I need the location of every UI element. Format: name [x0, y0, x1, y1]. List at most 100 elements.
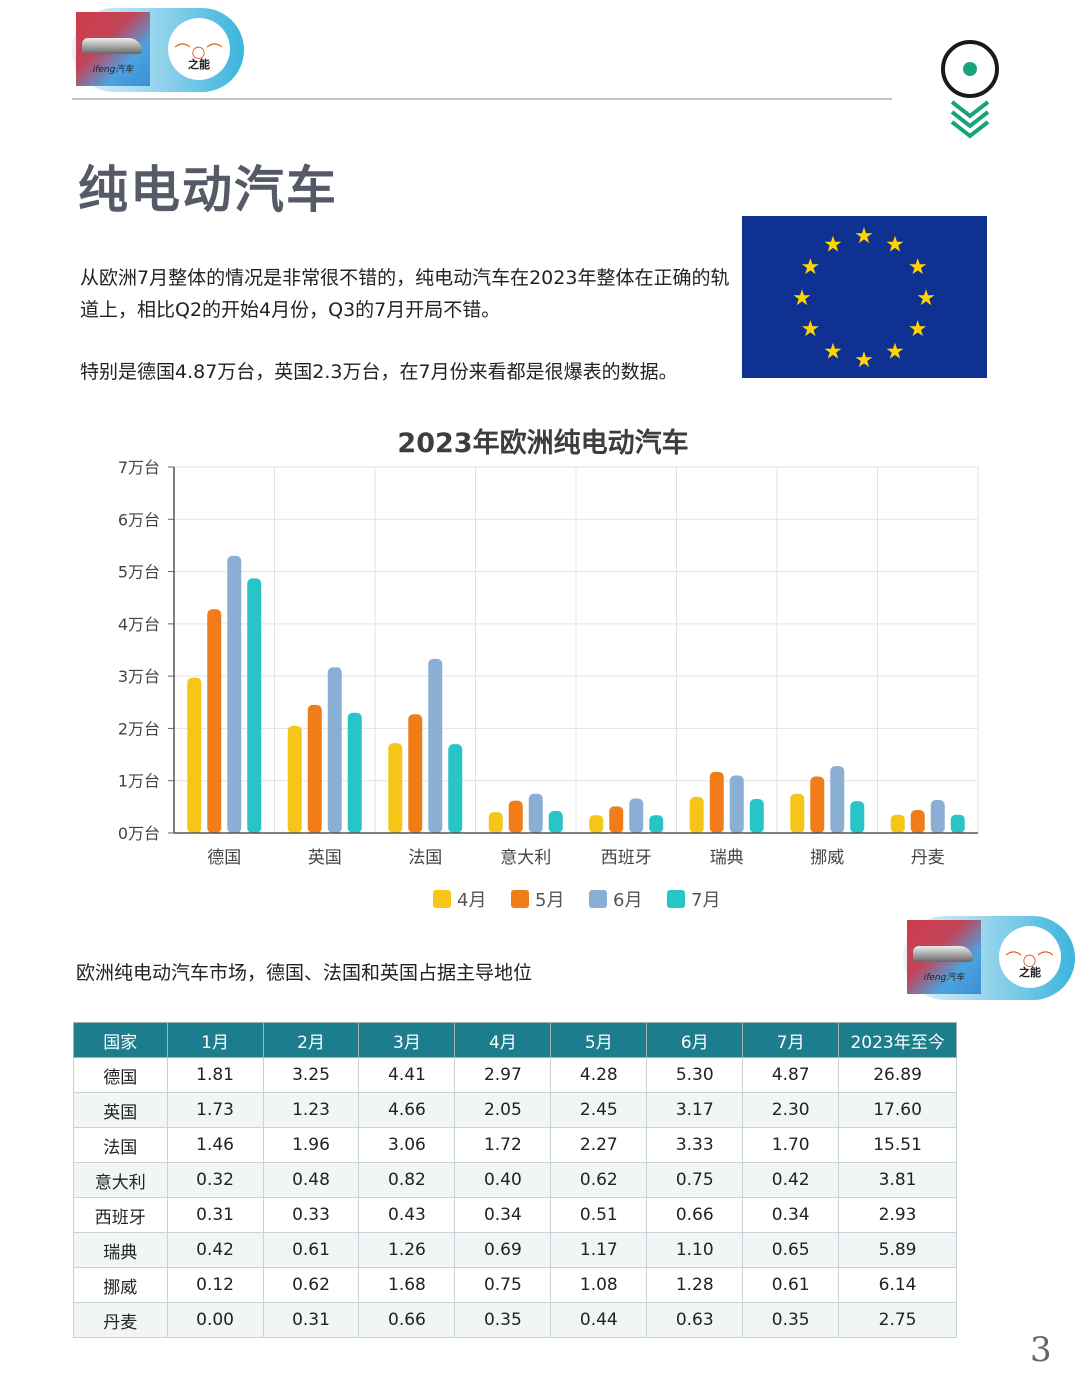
table-cell: 0.48 — [262, 1162, 360, 1198]
table-cell: 0.75 — [646, 1162, 744, 1198]
table-header-cell: 3月 — [358, 1022, 456, 1058]
table-cell: 0.43 — [358, 1197, 456, 1233]
partner-name: 之能 — [1019, 966, 1041, 979]
y-tick-label: 4万台 — [118, 615, 160, 634]
bar-德国-4月 — [187, 677, 202, 833]
table-cell: 2.93 — [838, 1197, 957, 1233]
bar-英国-4月 — [287, 725, 302, 833]
table-cell: 2.75 — [838, 1302, 957, 1338]
table-cell: 0.66 — [646, 1197, 744, 1233]
table-row: 挪威 0.12 0.62 1.68 0.75 1.08 1.28 0.61 6.14 — [73, 1267, 957, 1303]
bar-意大利-7月 — [548, 811, 563, 833]
table-cell: 0.33 — [262, 1197, 360, 1233]
legend-swatch — [589, 890, 607, 908]
legend-label: 5月 — [535, 890, 564, 911]
bar-意大利-4月 — [488, 812, 503, 833]
table-cell: 0.40 — [454, 1162, 552, 1198]
table-cell: 0.51 — [550, 1197, 648, 1233]
table-row: 法国 1.46 1.96 3.06 1.72 2.27 3.33 1.70 15.51 — [73, 1127, 957, 1163]
table-cell: 1.10 — [646, 1232, 744, 1268]
bar-德国-6月 — [227, 555, 242, 833]
flag-star-icon: ★ — [854, 224, 874, 249]
flag-star-icon: ★ — [823, 232, 843, 257]
legend-swatch — [433, 890, 451, 908]
table-cell: 26.89 — [838, 1057, 957, 1093]
table-cell: 4.28 — [550, 1057, 648, 1093]
legend-label: 7月 — [691, 890, 720, 911]
y-tick-label: 0万台 — [118, 824, 160, 843]
table-cell: 0.42 — [166, 1232, 264, 1268]
table-cell: 0.00 — [166, 1302, 264, 1338]
table-cell: 1.17 — [550, 1232, 648, 1268]
table-cell: 0.75 — [454, 1267, 552, 1303]
flag-star-icon: ★ — [800, 317, 820, 342]
bar-丹麦-6月 — [930, 800, 945, 833]
car-icon — [82, 38, 142, 54]
bar-西班牙-5月 — [609, 806, 624, 833]
table-header-cell: 2月 — [262, 1022, 360, 1058]
table-cell: 5.30 — [646, 1057, 744, 1093]
table-cell: 0.34 — [454, 1197, 552, 1233]
flag-star-icon: ★ — [885, 232, 905, 257]
bar-意大利-5月 — [508, 800, 523, 833]
x-tick-label: 丹麦 — [911, 848, 945, 868]
table-cell: 0.82 — [358, 1162, 456, 1198]
flag-star-icon: ★ — [908, 255, 928, 280]
table-cell: 5.89 — [838, 1232, 957, 1268]
table-cell: 0.35 — [742, 1302, 840, 1338]
logo-caption: ifeng汽车 — [923, 973, 965, 983]
table-header-cell: 国家 — [73, 1022, 168, 1058]
y-tick-label: 1万台 — [118, 772, 160, 791]
table-cell: 4.87 — [742, 1057, 840, 1093]
intro-paragraph: 从欧洲7月整体的情况是非常很不错的，纯电动汽车在2023年整体在正确的轨道上，相… — [80, 267, 730, 321]
bar-丹麦-5月 — [910, 809, 925, 833]
table-cell: 0.61 — [742, 1267, 840, 1303]
page-number: 3 — [1030, 1330, 1052, 1370]
logo-caption: ifeng汽车 — [92, 65, 134, 75]
x-tick-label: 法国 — [408, 848, 442, 868]
table-cell: 0.65 — [742, 1232, 840, 1268]
car-outline-icon: ⌒○⌒ — [174, 42, 224, 61]
legend-swatch — [667, 890, 685, 908]
y-tick-label: 7万台 — [118, 458, 160, 477]
table-cell: 1.70 — [742, 1127, 840, 1163]
table-cell: 意大利 — [73, 1162, 168, 1198]
bar-瑞典-5月 — [709, 771, 724, 833]
bar-法国-4月 — [388, 743, 403, 833]
flag-star-icon: ★ — [823, 340, 843, 365]
table-header-cell: 1月 — [166, 1022, 264, 1058]
logo-car-photo: ifeng汽车 — [76, 12, 150, 86]
table-cell: 3.25 — [262, 1057, 360, 1093]
flag-star-icon: ★ — [792, 286, 812, 311]
x-tick-label: 英国 — [308, 848, 342, 868]
table-cell: 瑞典 — [73, 1232, 168, 1268]
x-tick-label: 西班牙 — [601, 848, 652, 868]
table-cell: 1.46 — [166, 1127, 264, 1163]
table-cell: 2.30 — [742, 1092, 840, 1128]
table-cell: 德国 — [73, 1057, 168, 1093]
table-row: 英国 1.73 1.23 4.66 2.05 2.45 3.17 2.30 17.60 — [73, 1092, 957, 1128]
table-cell: 西班牙 — [73, 1197, 168, 1233]
table-header-cell: 6月 — [646, 1022, 744, 1058]
eu-flag-icon: ★ ★★★★★★★★★★★ — [742, 216, 987, 378]
partner-logo: ⌒○⌒ 之能 — [999, 926, 1061, 988]
table-cell: 0.69 — [454, 1232, 552, 1268]
bar-瑞典-6月 — [729, 775, 744, 833]
y-tick-label: 6万台 — [118, 510, 160, 529]
bar-意大利-6月 — [528, 793, 543, 833]
table-cell: 4.66 — [358, 1092, 456, 1128]
table-row: 瑞典 0.42 0.61 1.26 0.69 1.17 1.10 0.65 5.89 — [73, 1232, 957, 1268]
bar-英国-7月 — [347, 712, 362, 833]
bar-挪威-7月 — [850, 801, 865, 833]
table-cell: 1.72 — [454, 1127, 552, 1163]
bar-法国-7月 — [448, 744, 463, 833]
highlight-paragraph: 特别是德国4.87万台，英国2.3万台，在7月份来看都是很爆表的数据。 — [80, 361, 678, 383]
table-cell: 0.31 — [262, 1302, 360, 1338]
table-cell: 6.14 — [838, 1267, 957, 1303]
table-cell: 1.23 — [262, 1092, 360, 1128]
legend-swatch — [511, 890, 529, 908]
table-row: 德国 1.81 3.25 4.41 2.97 4.28 5.30 4.87 26.89 — [73, 1057, 957, 1093]
chart-caption: 欧洲纯电动汽车市场，德国、法国和英国占据主导地位 — [76, 962, 533, 984]
y-tick-label: 2万台 — [118, 719, 160, 738]
table-cell: 17.60 — [838, 1092, 957, 1128]
